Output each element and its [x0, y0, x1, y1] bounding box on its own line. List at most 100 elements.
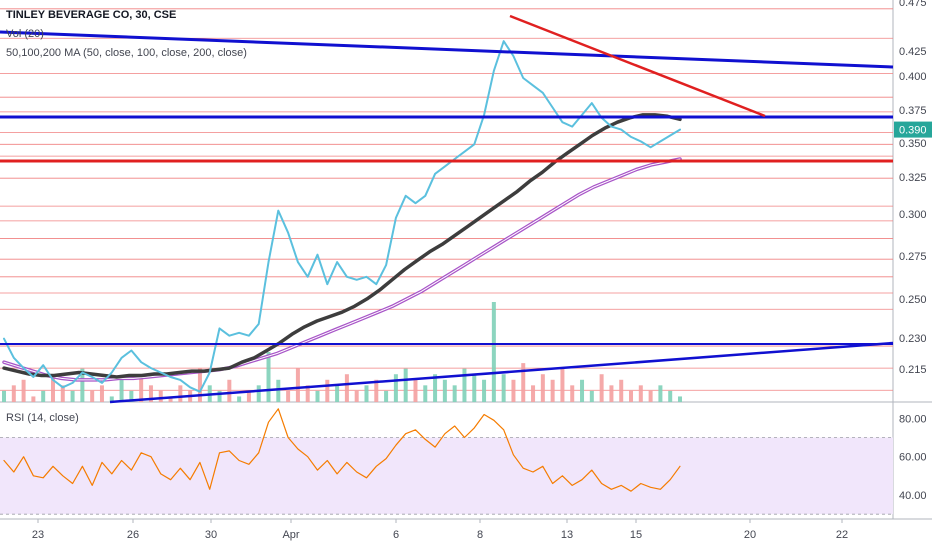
volume-bar — [266, 352, 271, 402]
volume-bar — [433, 374, 438, 402]
volume-bar — [491, 302, 496, 402]
volume-bar — [80, 368, 85, 402]
rsi-tick-label: 80.00 — [899, 413, 927, 425]
volume-bar — [305, 385, 310, 402]
time-tick-label: 6 — [393, 529, 399, 541]
trend-line-rising — [109, 341, 894, 404]
volume-bar — [60, 385, 65, 402]
volume-bar — [580, 379, 585, 402]
price-tick-label: 0.425 — [899, 46, 927, 58]
time-tick-label: 13 — [561, 529, 573, 541]
rsi-tick-label: 60.00 — [899, 452, 927, 464]
volume-bar — [550, 379, 555, 402]
volume-bar — [99, 385, 104, 402]
time-tick-label: 22 — [836, 529, 848, 541]
volume-bar — [344, 374, 349, 402]
volume-bar — [423, 385, 428, 402]
volume-bar — [540, 374, 545, 402]
volume-bar — [295, 368, 300, 402]
time-tick-label: 8 — [477, 529, 483, 541]
volume-bar — [648, 390, 653, 402]
volume-bar — [315, 390, 320, 402]
volume-bar — [168, 396, 173, 402]
price-tick-label: 0.250 — [899, 294, 927, 306]
ma-fast-line — [2, 113, 682, 379]
volume-bars — [2, 302, 682, 402]
time-tick-label: 23 — [32, 529, 44, 541]
volume-bar — [41, 390, 46, 402]
volume-bar — [256, 385, 261, 402]
volume-bar — [629, 390, 634, 402]
volume-bar — [158, 390, 163, 402]
volume-bar — [374, 379, 379, 402]
volume-bar — [482, 379, 487, 402]
volume-bar — [21, 379, 26, 402]
volume-bar — [2, 390, 6, 402]
volume-bar — [246, 390, 251, 402]
chart-title: TINLEY BEVERAGE CO, 30, CSE — [6, 9, 177, 21]
price-tick-label: 0.230 — [899, 333, 927, 345]
ma-legend: 50,100,200 MA (50, close, 100, close, 20… — [6, 47, 247, 59]
rsi-legend: RSI (14, close) — [6, 412, 79, 424]
volume-bar — [384, 390, 389, 402]
volume-bar — [521, 363, 526, 402]
volume-bar — [472, 374, 477, 402]
price-tick-label: 0.375 — [899, 105, 927, 117]
volume-bar — [335, 385, 340, 402]
volume-bar — [589, 390, 594, 402]
volume-bar — [501, 374, 506, 402]
volume-bar — [148, 385, 153, 402]
volume-bar — [678, 396, 682, 402]
volume-bar — [31, 396, 36, 402]
volume-bar — [364, 385, 369, 402]
rsi-line — [3, 408, 681, 492]
volume-bar — [609, 385, 614, 402]
volume-bar — [90, 390, 95, 402]
volume-bar — [139, 374, 144, 402]
volume-bar — [560, 368, 565, 402]
rsi-axis: 80.00 60.00 40.00 — [899, 413, 927, 502]
volume-bar — [129, 390, 134, 402]
time-tick-label: 26 — [127, 529, 139, 541]
volume-bar — [658, 385, 663, 402]
last-price-badge — [894, 121, 932, 138]
volume-bar — [217, 390, 222, 402]
volume-bar — [531, 385, 536, 402]
price-tick-label: 0.350 — [899, 138, 927, 150]
volume-bar — [442, 379, 447, 402]
price-tick-label: 0.300 — [899, 209, 927, 221]
price-tick-label: 0.400 — [899, 71, 927, 83]
price-tick-label: 0.475 — [899, 0, 927, 9]
rsi-tick-label: 40.00 — [899, 490, 927, 502]
volume-bar — [599, 374, 604, 402]
volume-bar — [237, 396, 242, 402]
volume-bar — [570, 385, 575, 402]
price-tick-label: 0.215 — [899, 364, 927, 376]
volume-bar — [50, 374, 55, 402]
trend-line-upper — [0, 30, 894, 69]
price-tick-label: 0.325 — [899, 172, 927, 184]
volume-bar — [276, 379, 281, 402]
last-price-label: 0.390 — [899, 125, 927, 137]
time-tick-label: 20 — [744, 529, 756, 541]
volume-bar — [70, 390, 75, 402]
price-line — [3, 40, 681, 393]
volume-bar — [109, 396, 114, 402]
volume-bar — [393, 374, 398, 402]
price-tick-label: 0.275 — [899, 251, 927, 263]
time-tick-label: Apr — [282, 529, 299, 541]
time-axis: 23 26 30 Apr 6 8 13 15 20 22 — [32, 519, 848, 541]
volume-bar — [178, 385, 183, 402]
volume-bar — [668, 390, 673, 402]
volume-bar — [403, 368, 408, 402]
volume-bar — [511, 379, 516, 402]
volume-bar — [452, 385, 457, 402]
volume-legend: Vol (20) — [6, 28, 44, 40]
volume-bar — [227, 379, 232, 402]
time-tick-label: 15 — [630, 529, 642, 541]
trend-line-falling — [509, 14, 766, 118]
volume-bar — [11, 385, 16, 402]
rsi-band — [0, 437, 893, 515]
